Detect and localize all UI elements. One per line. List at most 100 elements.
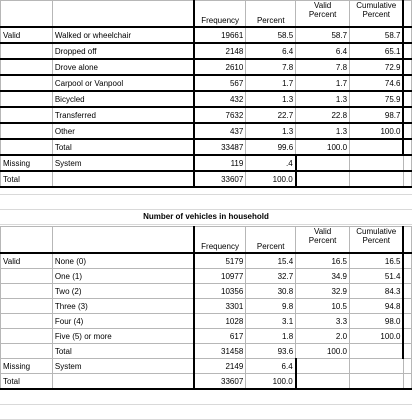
table-row: Other 437 1.3 1.3 100.0 xyxy=(0,122,412,140)
cumulative-percent-cell: 51.4 xyxy=(349,268,405,284)
table-row: Bicycled 432 1.3 1.3 75.9 xyxy=(0,90,412,108)
grid-cell xyxy=(349,373,404,390)
frequency-cell: 33607 xyxy=(192,373,247,390)
valid-percent-cell: 7.8 xyxy=(295,58,351,76)
grid-cell xyxy=(402,328,412,344)
percent-cell: 1.3 xyxy=(245,90,297,108)
frequency-table-2: Frequency Percent Valid Percent Cumulativ… xyxy=(0,226,412,390)
table-row: Drove alone 2610 7.8 7.8 72.9 xyxy=(0,58,412,76)
percent-cell: 58.5 xyxy=(245,26,297,44)
percent-cell: 99.6 xyxy=(245,138,297,156)
valid-percent-cell: 100.0 xyxy=(295,343,351,359)
table-row-total: Total 33607 100.0 xyxy=(0,170,412,188)
table-2-title: Number of vehicles in household xyxy=(143,212,269,221)
row-label: None (0) xyxy=(51,252,195,269)
table-row: Valid Walked or wheelchair 19661 58.5 58.7 58… xyxy=(0,26,412,44)
grid-cell xyxy=(402,226,412,254)
cumulative-percent-cell: 98.7 xyxy=(349,106,405,124)
grid-cell xyxy=(402,138,412,156)
frequency-cell: 10977 xyxy=(192,268,247,284)
header-percent: Percent xyxy=(245,0,297,28)
frequency-cell: 1028 xyxy=(192,313,247,329)
frequency-cell: 119 xyxy=(192,154,247,172)
row-group-label: Total xyxy=(0,170,53,188)
table-row-missing: Missing System 2149 6.4 xyxy=(0,358,412,374)
valid-percent-cell: 34.9 xyxy=(295,268,351,284)
percent-cell: 30.8 xyxy=(245,283,297,299)
table-row: Four (4) 1028 3.1 3.3 98.0 xyxy=(0,313,412,329)
grid-cell xyxy=(402,343,412,359)
grid-cell xyxy=(402,268,412,284)
cumulative-percent-cell: 74.6 xyxy=(349,74,405,92)
header-blank xyxy=(51,0,195,28)
frequency-cell: 33607 xyxy=(192,170,247,188)
frequency-cell: 3301 xyxy=(192,298,247,314)
grid-cell xyxy=(295,373,351,390)
row-group-label xyxy=(0,122,53,140)
table-row: Transferred 7632 22.7 22.8 98.7 xyxy=(0,106,412,124)
row-label: Other xyxy=(51,122,195,140)
row-group-label xyxy=(0,106,53,124)
cumulative-percent-cell xyxy=(349,138,405,156)
grid-cell xyxy=(402,313,412,329)
row-group-label: Missing xyxy=(0,358,53,374)
valid-percent-cell: 10.5 xyxy=(295,298,351,314)
row-label xyxy=(51,170,195,188)
header-percent: Percent xyxy=(245,226,297,254)
row-group-label xyxy=(0,90,53,108)
grid-cell xyxy=(402,58,412,76)
valid-percent-cell: 2.0 xyxy=(295,328,351,344)
row-label: Five (5) or more xyxy=(51,328,195,344)
grid-cell xyxy=(402,74,412,92)
frequency-cell: 2610 xyxy=(192,58,247,76)
grid-cell xyxy=(349,154,404,172)
valid-percent-cell: 32.9 xyxy=(295,283,351,299)
percent-cell: 93.6 xyxy=(245,343,297,359)
frequency-cell: 567 xyxy=(192,74,247,92)
row-group-label: Valid xyxy=(0,26,53,44)
cumulative-percent-cell: 98.0 xyxy=(349,313,405,329)
percent-cell: 1.3 xyxy=(245,122,297,140)
percent-cell: 7.8 xyxy=(245,58,297,76)
header-cumulative-percent: Cumulative Percent xyxy=(349,226,405,254)
row-label xyxy=(51,373,195,390)
row-group-label xyxy=(0,283,53,299)
cumulative-percent-cell xyxy=(349,343,405,359)
percent-cell: 1.7 xyxy=(245,74,297,92)
valid-percent-cell: 16.5 xyxy=(295,252,351,269)
grid-cell xyxy=(402,170,412,188)
header-blank xyxy=(51,226,195,254)
percent-cell: 15.4 xyxy=(245,252,297,269)
header-valid-percent: Valid Percent xyxy=(295,0,351,28)
cumulative-percent-cell: 65.1 xyxy=(349,42,405,60)
cumulative-percent-cell: 58.7 xyxy=(349,26,405,44)
table-row-missing: Missing System 119.4 xyxy=(0,154,412,172)
frequency-table-1: Frequency Percent Valid Percent Cumulativ… xyxy=(0,0,412,188)
cumulative-percent-cell: 94.8 xyxy=(349,298,405,314)
row-label: Dropped off xyxy=(51,42,195,60)
table-row: Dropped off 2148 6.4 6.4 65.1 xyxy=(0,42,412,60)
percent-cell: 9.8 xyxy=(245,298,297,314)
frequency-cell: 5179 xyxy=(192,252,247,269)
header-cumulative-percent: Cumulative Percent xyxy=(349,0,405,28)
percent-cell: 100.0 xyxy=(245,373,297,390)
valid-percent-cell: 22.8 xyxy=(295,106,351,124)
header-frequency: Frequency xyxy=(192,0,247,28)
table-row: Total 33487 99.6 100.0 xyxy=(0,138,412,156)
row-group-label xyxy=(0,328,53,344)
grid-cell xyxy=(402,106,412,124)
row-group-label xyxy=(0,42,53,60)
header-blank xyxy=(0,0,53,28)
row-label: One (1) xyxy=(51,268,195,284)
row-label: System xyxy=(51,154,195,172)
grid-cell xyxy=(402,0,412,28)
row-group-label xyxy=(0,343,53,359)
row-group-label: Missing xyxy=(0,154,53,172)
grid-cell xyxy=(402,252,412,269)
frequency-cell: 10356 xyxy=(192,283,247,299)
row-label: Transferred xyxy=(51,106,195,124)
header-blank xyxy=(0,226,53,254)
frequency-cell: 7632 xyxy=(192,106,247,124)
table-row: Valid None (0) 5179 15.4 16.5 16.5 xyxy=(0,252,412,269)
row-label: Walked or wheelchair xyxy=(51,26,195,44)
